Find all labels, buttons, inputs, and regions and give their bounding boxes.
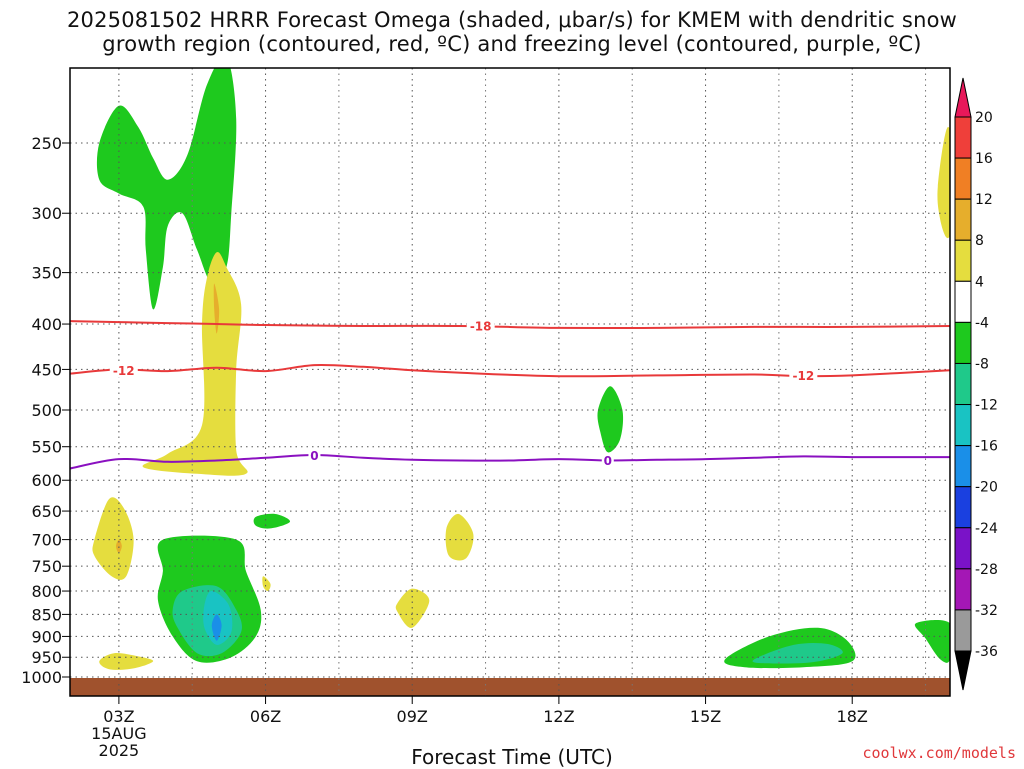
omega-region-9 [253, 513, 291, 529]
colorbar-box-10 [954, 527, 972, 570]
contour-label--12: -12 [113, 364, 135, 378]
contour-label-0: 0 [604, 454, 612, 468]
colorbar-label--32: -32 [975, 603, 998, 619]
colorbar-box-5 [954, 321, 972, 364]
colorbar-label--20: -20 [975, 480, 998, 496]
x-tick-year: 2025 [99, 741, 140, 760]
y-tick-label-800: 800 [31, 582, 62, 601]
y-tick-label-950: 950 [31, 648, 62, 667]
omega-region-2 [213, 283, 220, 334]
colorbar-label--16: -16 [975, 439, 998, 455]
y-tick-label-300: 300 [31, 204, 62, 223]
colorbar: 20 16 12 8 4 -4 -8 -12 -16 -20 -24 -28 -32 -36 [954, 77, 998, 691]
omega-shading-layer [92, 68, 950, 670]
colorbar-label--8: -8 [975, 356, 989, 372]
colorbar-box-2 [954, 198, 972, 241]
contour-label--18: -18 [470, 319, 492, 333]
x-tick-date: 15AUG [91, 724, 146, 743]
omega-region-13 [99, 653, 154, 670]
colorbar-label--24: -24 [975, 521, 998, 537]
chart-title-line2: growth region (contoured, red, ºC) and f… [102, 32, 922, 56]
contour-label-bg [601, 453, 614, 468]
y-tick-label-900: 900 [31, 627, 62, 646]
x-tick-label-03Z: 03Z [103, 707, 134, 726]
colorbar-box-9 [954, 486, 972, 529]
omega-region-8 [211, 614, 222, 641]
y-tick-label-600: 600 [31, 471, 62, 490]
omega-region-11 [445, 513, 474, 561]
colorbar-box-4 [954, 280, 972, 323]
omega-region-18 [914, 620, 950, 663]
contour-line--12 [70, 363, 950, 378]
omega-region-17 [752, 642, 843, 664]
y-tick-label-1000: 1000 [21, 668, 62, 687]
contour-label-bg [109, 363, 138, 378]
contour-label-bg [789, 368, 818, 383]
colorbar-box-7 [954, 404, 972, 447]
omega-region-14 [597, 386, 624, 453]
colorbar-box-0 [954, 116, 972, 159]
contour-line-0 [70, 453, 950, 470]
colorbar-box-8 [954, 445, 972, 488]
colorbar-label-8: 8 [975, 233, 984, 249]
y-tick-label-450: 450 [31, 360, 62, 379]
colorbar-box-11 [954, 568, 972, 611]
y-tick-label-650: 650 [31, 502, 62, 521]
x-tick-label-09Z: 09Z [397, 707, 428, 726]
omega-region-0 [96, 68, 237, 310]
colorbar-label-12: 12 [975, 192, 993, 208]
x-axis-label: Forecast Time (UTC) [411, 745, 613, 769]
colorbar-box-3 [954, 239, 972, 282]
grid-layer [70, 68, 950, 696]
x-tick-label-12Z: 12Z [543, 707, 574, 726]
y-tick-label-350: 350 [31, 264, 62, 283]
contour-label-bg [466, 318, 495, 333]
ground-band [70, 678, 950, 696]
colorbar-box-1 [954, 157, 972, 200]
contour-label--12: -12 [792, 369, 814, 383]
y-tick-label-750: 750 [31, 557, 62, 576]
colorbar-box-6 [954, 362, 972, 406]
colorbar-label--12: -12 [975, 398, 998, 414]
omega-region-3 [92, 497, 134, 580]
y-tick-label-700: 700 [31, 531, 62, 550]
colorbar-box-12 [954, 609, 972, 652]
y-tick-label-850: 850 [31, 605, 62, 624]
omega-region-1 [142, 252, 248, 476]
y-tick-label-500: 500 [31, 401, 62, 420]
credit-text: coolwx.com/models [862, 744, 1016, 762]
x-tick-label-06Z: 06Z [250, 707, 281, 726]
colorbar-label--4: -4 [975, 315, 989, 331]
plot-frame [69, 67, 951, 697]
contour-label-bg [308, 448, 321, 463]
colorbar-top-arrow [954, 77, 972, 118]
y-tick-label-550: 550 [31, 438, 62, 457]
x-tick-label-15Z: 15Z [690, 707, 721, 726]
colorbar-label-16: 16 [975, 151, 993, 167]
y-tick-label-250: 250 [31, 134, 62, 153]
omega-region-10 [262, 576, 271, 592]
ground-layer [70, 678, 950, 696]
y-axis-ticks: 250 300 350 400 450 500 550 600 650 700 750 800 850 9… [21, 134, 70, 687]
x-tick-label-18Z: 18Z [837, 707, 868, 726]
contour-label-layer: -18 -12 -12 0 0 [109, 318, 818, 468]
colorbar-label-20: 20 [975, 110, 993, 126]
colorbar-label--28: -28 [975, 562, 998, 578]
omega-region-15 [937, 127, 950, 239]
colorbar-label--36: -36 [975, 644, 998, 660]
omega-region-4 [116, 539, 122, 554]
colorbar-label-4: 4 [975, 274, 984, 290]
y-tick-label-400: 400 [31, 315, 62, 334]
chart-title-line1: 2025081502 HRRR Forecast Omega (shaded, … [66, 8, 957, 32]
contour-line--18 [70, 320, 950, 330]
contour-label-0: 0 [310, 449, 318, 463]
colorbar-bottom-arrow [954, 650, 972, 691]
